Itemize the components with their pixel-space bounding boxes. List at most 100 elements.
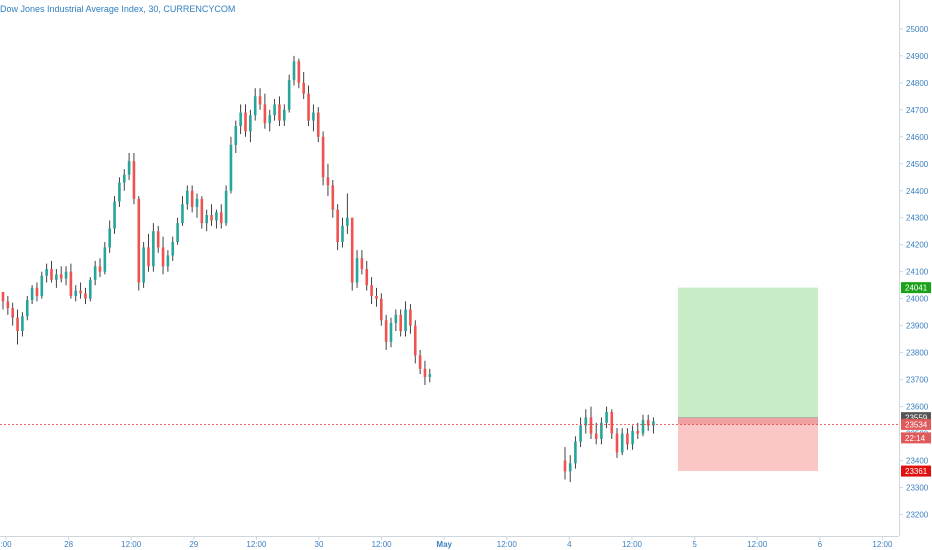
candle xyxy=(355,250,359,288)
price-tick-label: 25000 xyxy=(906,25,929,34)
candle xyxy=(394,309,398,332)
candle xyxy=(59,266,63,283)
candle xyxy=(186,185,189,210)
time-tick-label: 12:00 xyxy=(622,540,643,549)
candle xyxy=(610,409,614,439)
candle xyxy=(316,107,320,143)
candle xyxy=(45,263,48,283)
candle xyxy=(118,177,121,207)
candle xyxy=(384,314,388,350)
candle xyxy=(331,179,335,218)
candle xyxy=(142,242,145,288)
candle xyxy=(190,185,194,213)
target-zone[interactable] xyxy=(678,287,818,418)
price-tick-label: 23600 xyxy=(906,403,929,412)
candle xyxy=(181,196,184,226)
price-tag: 23361 xyxy=(901,465,931,477)
candle xyxy=(389,317,393,348)
candle xyxy=(409,304,412,334)
time-tick-label: 12:00 xyxy=(121,540,142,549)
svg-text:23559: 23559 xyxy=(905,414,928,423)
candle xyxy=(98,258,102,278)
candle xyxy=(30,285,34,305)
price-tick-label: 24900 xyxy=(906,52,929,61)
time-tick-label: :00 xyxy=(0,540,12,549)
candle xyxy=(307,85,310,127)
candle xyxy=(108,220,111,253)
candle xyxy=(292,55,296,86)
price-tick-label: 23800 xyxy=(906,349,929,358)
svg-text:23361: 23361 xyxy=(905,467,928,476)
candle xyxy=(210,204,213,226)
price-tag: 23559 xyxy=(901,412,931,424)
price-tick-label: 23700 xyxy=(906,376,929,385)
candle xyxy=(11,302,14,326)
price-tag: 22:14 xyxy=(901,432,931,444)
price-tag: 23534 xyxy=(901,418,931,430)
time-tick-label: 12:00 xyxy=(372,540,393,549)
candle xyxy=(113,196,116,234)
candle xyxy=(579,417,582,448)
candle xyxy=(16,309,19,345)
price-tick-label: 24600 xyxy=(906,133,929,142)
candle xyxy=(605,406,608,429)
candle xyxy=(50,260,53,283)
time-tick-label: 12:00 xyxy=(747,540,768,549)
candle xyxy=(122,169,126,191)
candle xyxy=(166,250,170,272)
candle xyxy=(161,236,165,275)
candle xyxy=(21,312,24,337)
price-tick-label: 24000 xyxy=(906,295,929,304)
price-tick-label: 24400 xyxy=(906,187,929,196)
candle xyxy=(6,295,10,315)
candle xyxy=(234,120,238,153)
price-tick-label: 24500 xyxy=(906,160,929,169)
price-tick-label: 23300 xyxy=(906,484,929,493)
candle xyxy=(413,320,417,364)
time-tick-label: 12:00 xyxy=(497,540,518,549)
candle xyxy=(346,193,349,234)
candle xyxy=(652,417,655,434)
candle xyxy=(79,282,82,299)
entry-band xyxy=(678,417,818,425)
candle xyxy=(244,104,247,137)
time-tick-label: 6 xyxy=(818,540,823,549)
candle xyxy=(360,250,364,275)
candle xyxy=(55,269,58,288)
candle xyxy=(283,104,286,127)
stop-zone[interactable] xyxy=(678,417,818,472)
candle xyxy=(215,209,218,229)
candle xyxy=(418,349,422,375)
candle xyxy=(287,74,291,113)
price-tick-label: 23200 xyxy=(906,511,929,520)
candle xyxy=(263,93,267,129)
candle xyxy=(321,131,325,186)
time-tick-label: 30 xyxy=(315,540,324,549)
candle xyxy=(127,152,131,180)
candle xyxy=(89,277,92,302)
candle xyxy=(249,109,252,143)
candle xyxy=(568,455,572,483)
candle xyxy=(35,282,39,302)
time-axis[interactable]: :00 28 12:00 29 12:00 30 12:00 May 12:00 4 12:00 5 1… xyxy=(0,536,893,549)
candle xyxy=(589,406,593,439)
candle xyxy=(25,295,29,321)
candle xyxy=(375,287,378,307)
candle xyxy=(563,447,567,480)
candle xyxy=(93,260,97,286)
price-axis[interactable]: 2320023300234002350023600237002380023900… xyxy=(899,25,929,520)
candle xyxy=(600,417,603,445)
candle xyxy=(336,204,339,251)
candle xyxy=(646,414,650,431)
candle xyxy=(370,277,373,305)
candle xyxy=(156,225,160,253)
candle xyxy=(312,104,315,132)
candle xyxy=(297,58,301,89)
price-tick-label: 24800 xyxy=(906,79,929,88)
candle xyxy=(326,163,330,197)
chart-title: Dow Jones Industrial Average Index, 30, … xyxy=(0,4,236,14)
position-zones[interactable] xyxy=(678,287,818,472)
candle xyxy=(584,409,588,434)
price-tick-label: 24700 xyxy=(906,106,929,115)
